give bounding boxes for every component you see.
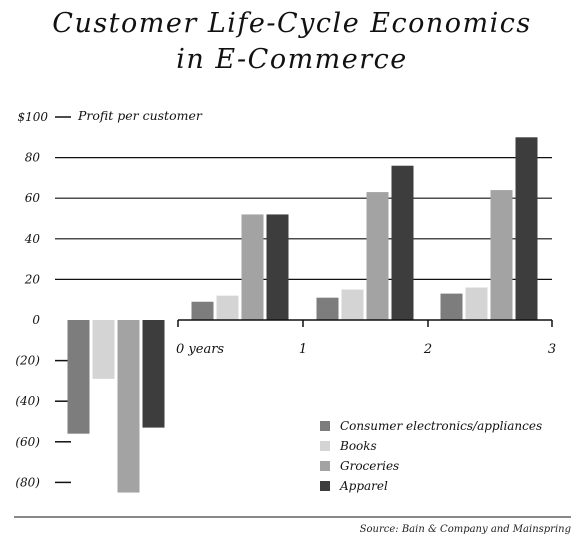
y-tick-label: (40) (15, 394, 40, 408)
bar-consumer-electronics-appliances-year-1 (191, 301, 214, 320)
x-tick-label: 1 (299, 342, 307, 357)
y-tick-label: (60) (15, 435, 40, 449)
bar-consumer-electronics-appliances-year-2 (316, 297, 339, 320)
legend-swatch (320, 481, 330, 491)
bar-apparel-year-3 (515, 137, 538, 320)
bars (67, 137, 538, 493)
chart-title-line-2: in E-Commerce (176, 44, 408, 75)
x-tick-label: 3 (548, 342, 556, 357)
bar-groceries-year-1 (241, 214, 264, 320)
bar-consumer-electronics-appliances-year-3 (440, 293, 463, 320)
x-axis: 0 years 1 2 3 (176, 319, 556, 357)
gridlines (55, 157, 552, 280)
bar-books-year-2 (341, 289, 364, 320)
y-tick-label: $100 (17, 110, 48, 124)
bar-groceries-year-2 (366, 192, 389, 320)
legend: Consumer electronics/appliances Books Groc… (320, 419, 542, 493)
legend-label: Groceries (340, 459, 399, 473)
legend-label: Consumer electronics/appliances (340, 419, 542, 433)
legend-label: Apparel (339, 479, 388, 493)
y-tick-label: 80 (25, 151, 41, 165)
bar-apparel-year-2 (391, 165, 414, 320)
bar-groceries-year-0 (117, 320, 140, 493)
y-tick-label: 60 (25, 191, 41, 205)
bar-apparel-year-1 (266, 214, 289, 320)
y-tick-label: 0 (32, 313, 40, 327)
bar-groceries-year-3 (490, 190, 513, 320)
legend-label: Books (339, 439, 377, 453)
y-tick-label: 20 (24, 272, 41, 286)
source-note: Source: Bain & Company and Mainspring (360, 524, 571, 535)
chart-title-line-1: Customer Life-Cycle Economics (52, 8, 531, 39)
y-axis-ticks: $100 80 60 40 20 0 (20) (40) (60) (80) (15, 110, 71, 489)
y-tick-label: 40 (24, 232, 41, 246)
legend-swatch (320, 421, 330, 431)
x-tick-label: 0 years (176, 342, 224, 357)
x-tick-label: 2 (423, 342, 432, 357)
y-tick-label: (80) (15, 475, 40, 489)
y-tick-label: (20) (15, 354, 40, 368)
bar-books-year-3 (465, 287, 488, 320)
legend-swatch (320, 441, 330, 451)
bar-consumer-electronics-appliances-year-0 (67, 320, 90, 434)
bar-books-year-1 (216, 295, 239, 320)
bar-books-year-0 (92, 320, 115, 379)
legend-swatch (320, 461, 330, 471)
y-axis-label: Profit per customer (77, 108, 203, 123)
bar-apparel-year-0 (142, 320, 165, 428)
